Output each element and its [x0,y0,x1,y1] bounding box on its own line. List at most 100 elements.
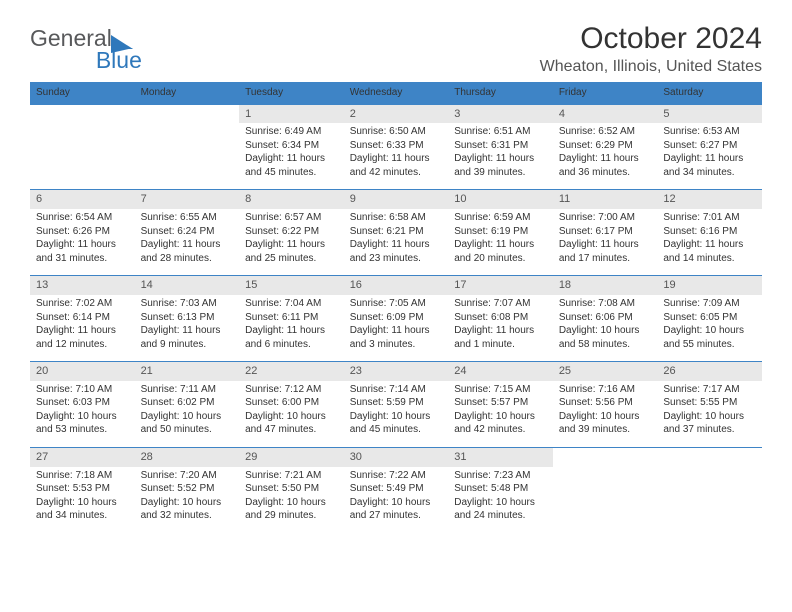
day-cell: Sunrise: 7:12 AMSunset: 6:00 PMDaylight:… [239,381,344,448]
day-number [30,104,135,123]
day-number: 21 [135,362,240,381]
sunset-line: Sunset: 6:05 PM [663,311,756,325]
sunrise-line: Sunrise: 7:15 AM [454,383,547,397]
day-cell: Sunrise: 6:55 AMSunset: 6:24 PMDaylight:… [135,209,240,276]
day-number: 9 [344,190,449,209]
day-number: 11 [553,190,658,209]
day-number: 8 [239,190,344,209]
daylight-line: Daylight: 11 hours and 9 minutes. [141,324,234,351]
sunrise-line: Sunrise: 7:04 AM [245,297,338,311]
sunrise-line: Sunrise: 7:10 AM [36,383,129,397]
day-cell: Sunrise: 7:21 AMSunset: 5:50 PMDaylight:… [239,467,344,533]
daylight-line: Daylight: 11 hours and 25 minutes. [245,238,338,265]
day-cell: Sunrise: 7:08 AMSunset: 6:06 PMDaylight:… [553,295,658,362]
day-cell: Sunrise: 7:01 AMSunset: 6:16 PMDaylight:… [657,209,762,276]
daybody-row: Sunrise: 7:02 AMSunset: 6:14 PMDaylight:… [30,295,762,362]
sunrise-line: Sunrise: 7:22 AM [350,469,443,483]
day-number: 17 [448,276,553,295]
sunrise-line: Sunrise: 7:02 AM [36,297,129,311]
sunrise-line: Sunrise: 7:01 AM [663,211,756,225]
sunrise-line: Sunrise: 7:23 AM [454,469,547,483]
day-cell: Sunrise: 7:23 AMSunset: 5:48 PMDaylight:… [448,467,553,533]
sunrise-line: Sunrise: 7:14 AM [350,383,443,397]
day-header: Saturday [657,82,762,104]
sunrise-line: Sunrise: 7:08 AM [559,297,652,311]
day-cell [30,123,135,190]
sunset-line: Sunset: 5:49 PM [350,482,443,496]
day-number: 6 [30,190,135,209]
location: Wheaton, Illinois, United States [540,58,762,76]
day-cell: Sunrise: 7:15 AMSunset: 5:57 PMDaylight:… [448,381,553,448]
day-number: 25 [553,362,658,381]
daylight-line: Daylight: 10 hours and 58 minutes. [559,324,652,351]
sunset-line: Sunset: 5:53 PM [36,482,129,496]
daylight-line: Daylight: 11 hours and 6 minutes. [245,324,338,351]
sunrise-line: Sunrise: 7:09 AM [663,297,756,311]
sunset-line: Sunset: 6:26 PM [36,225,129,239]
day-number: 2 [344,104,449,123]
daylight-line: Daylight: 11 hours and 20 minutes. [454,238,547,265]
sunrise-line: Sunrise: 6:59 AM [454,211,547,225]
sunrise-line: Sunrise: 7:03 AM [141,297,234,311]
sunset-line: Sunset: 6:34 PM [245,139,338,153]
day-cell: Sunrise: 6:54 AMSunset: 6:26 PMDaylight:… [30,209,135,276]
sunset-line: Sunset: 6:22 PM [245,225,338,239]
daylight-line: Daylight: 10 hours and 45 minutes. [350,410,443,437]
daylight-line: Daylight: 11 hours and 45 minutes. [245,152,338,179]
day-number: 26 [657,362,762,381]
daylight-line: Daylight: 10 hours and 39 minutes. [559,410,652,437]
day-number: 28 [135,447,240,466]
sunset-line: Sunset: 6:33 PM [350,139,443,153]
day-cell: Sunrise: 7:04 AMSunset: 6:11 PMDaylight:… [239,295,344,362]
day-number [657,447,762,466]
daylight-line: Daylight: 10 hours and 50 minutes. [141,410,234,437]
daylight-line: Daylight: 11 hours and 39 minutes. [454,152,547,179]
sunrise-line: Sunrise: 7:21 AM [245,469,338,483]
daylight-line: Daylight: 11 hours and 31 minutes. [36,238,129,265]
day-number: 22 [239,362,344,381]
daylight-line: Daylight: 10 hours and 55 minutes. [663,324,756,351]
day-number: 14 [135,276,240,295]
sunset-line: Sunset: 5:48 PM [454,482,547,496]
sunset-line: Sunset: 6:16 PM [663,225,756,239]
sunrise-line: Sunrise: 6:50 AM [350,125,443,139]
day-cell: Sunrise: 6:57 AMSunset: 6:22 PMDaylight:… [239,209,344,276]
calendar-table: SundayMondayTuesdayWednesdayThursdayFrid… [30,82,762,533]
day-cell: Sunrise: 7:18 AMSunset: 5:53 PMDaylight:… [30,467,135,533]
day-cell: Sunrise: 7:17 AMSunset: 5:55 PMDaylight:… [657,381,762,448]
day-header: Friday [553,82,658,104]
day-header: Wednesday [344,82,449,104]
daylight-line: Daylight: 11 hours and 36 minutes. [559,152,652,179]
daylight-line: Daylight: 10 hours and 37 minutes. [663,410,756,437]
daylight-line: Daylight: 11 hours and 1 minute. [454,324,547,351]
sunset-line: Sunset: 6:03 PM [36,396,129,410]
day-number [135,104,240,123]
sunset-line: Sunset: 5:57 PM [454,396,547,410]
daylight-line: Daylight: 11 hours and 34 minutes. [663,152,756,179]
day-cell: Sunrise: 6:59 AMSunset: 6:19 PMDaylight:… [448,209,553,276]
logo: General Blue [30,22,184,52]
sunset-line: Sunset: 6:19 PM [454,225,547,239]
sunrise-line: Sunrise: 7:00 AM [559,211,652,225]
daylight-line: Daylight: 11 hours and 42 minutes. [350,152,443,179]
sunset-line: Sunset: 6:29 PM [559,139,652,153]
daylight-line: Daylight: 11 hours and 12 minutes. [36,324,129,351]
sunset-line: Sunset: 5:50 PM [245,482,338,496]
sunrise-line: Sunrise: 6:53 AM [663,125,756,139]
day-number: 18 [553,276,658,295]
title-block: October 2024 Wheaton, Illinois, United S… [540,22,762,76]
daylight-line: Daylight: 11 hours and 17 minutes. [559,238,652,265]
day-cell: Sunrise: 7:07 AMSunset: 6:08 PMDaylight:… [448,295,553,362]
day-cell: Sunrise: 7:05 AMSunset: 6:09 PMDaylight:… [344,295,449,362]
day-cell: Sunrise: 7:22 AMSunset: 5:49 PMDaylight:… [344,467,449,533]
sunrise-line: Sunrise: 6:51 AM [454,125,547,139]
daylight-line: Daylight: 10 hours and 29 minutes. [245,496,338,523]
day-number: 16 [344,276,449,295]
sunset-line: Sunset: 6:09 PM [350,311,443,325]
day-header-row: SundayMondayTuesdayWednesdayThursdayFrid… [30,82,762,104]
day-cell: Sunrise: 7:20 AMSunset: 5:52 PMDaylight:… [135,467,240,533]
day-header: Thursday [448,82,553,104]
sunset-line: Sunset: 5:52 PM [141,482,234,496]
daybody-row: Sunrise: 7:10 AMSunset: 6:03 PM Daylight:… [30,381,762,448]
sunset-line: Sunset: 6:06 PM [559,311,652,325]
